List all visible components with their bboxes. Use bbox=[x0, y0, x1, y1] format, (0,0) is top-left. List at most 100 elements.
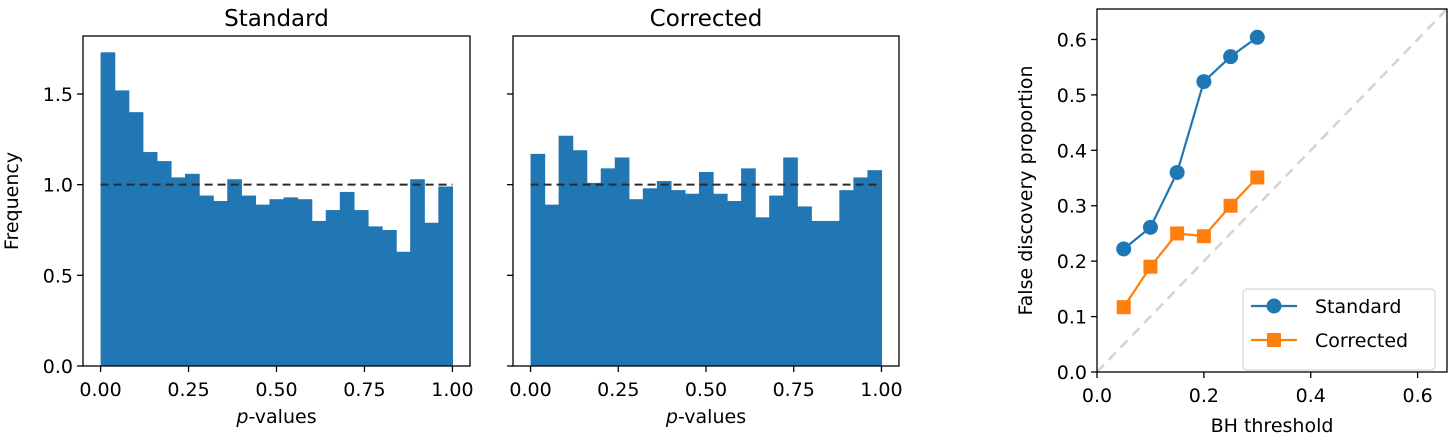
histogram-bar bbox=[114, 90, 130, 367]
histogram-bar bbox=[558, 135, 574, 366]
x-tick-label: 0.2 bbox=[1189, 385, 1219, 407]
histogram-bar bbox=[769, 195, 784, 366]
histogram-bar bbox=[698, 171, 714, 366]
x-tick-label: 0.6 bbox=[1403, 385, 1433, 407]
y-tick-label: 0.5 bbox=[1057, 85, 1087, 107]
histogram-bar bbox=[670, 190, 686, 366]
x-tick-label: 0.75 bbox=[343, 379, 385, 401]
square-marker bbox=[1250, 170, 1265, 185]
x-axis-label-italic: p bbox=[235, 406, 248, 428]
y-tick-label: 0.3 bbox=[1057, 196, 1087, 218]
histogram-bar bbox=[741, 168, 756, 366]
histogram-bar bbox=[755, 217, 770, 366]
histogram-bar bbox=[382, 230, 397, 366]
histogram-bar bbox=[269, 199, 285, 366]
fdp-line-chart: 0.0 0.2 0.4 0.6 0.0 0.1 0.2 0.3 0.4 0.5 0.6 BH thre… bbox=[1015, 8, 1448, 437]
x-tick-label: 0.00 bbox=[509, 379, 551, 401]
histogram-bar bbox=[410, 179, 425, 366]
legend: Standard Corrected bbox=[1242, 288, 1436, 371]
y-axis-label: False discovery proportion bbox=[1015, 65, 1037, 315]
square-marker bbox=[1170, 226, 1185, 241]
chart-title: Corrected bbox=[650, 6, 763, 32]
histogram-bar bbox=[783, 157, 798, 366]
histogram-bar bbox=[297, 199, 313, 366]
legend-square-marker-icon bbox=[1267, 333, 1281, 347]
x-tick-label: 0.50 bbox=[255, 379, 297, 401]
histogram-bar bbox=[170, 177, 186, 366]
histogram-bar bbox=[142, 152, 158, 366]
y-tick-label: 0.1 bbox=[1057, 307, 1087, 329]
histogram-bar bbox=[156, 161, 172, 366]
series-line-standard bbox=[1123, 36, 1258, 250]
y-tick-label: 0.5 bbox=[43, 265, 73, 287]
histogram-bar bbox=[600, 168, 616, 366]
circle-marker bbox=[1196, 74, 1212, 90]
x-tick-label: 0.0 bbox=[1082, 385, 1112, 407]
histogram-bar bbox=[213, 201, 228, 366]
histogram-bar bbox=[713, 193, 728, 366]
x-axis-label-rest: -values bbox=[678, 406, 746, 428]
x-axis-label: BH threshold bbox=[1211, 415, 1334, 437]
axes-frame bbox=[512, 35, 900, 367]
histogram-bar bbox=[424, 222, 439, 366]
square-marker bbox=[1143, 259, 1158, 274]
x-tick-label: 1.00 bbox=[860, 379, 902, 401]
histogram-corrected: 0.00 0.25 0.50 0.75 1.00 Corrected p-values bbox=[507, 6, 903, 428]
histogram-bar bbox=[530, 153, 546, 366]
x-tick-label: 0.4 bbox=[1296, 385, 1326, 407]
histogram-bar bbox=[185, 173, 200, 366]
histogram-bar bbox=[311, 220, 327, 366]
histogram-bar bbox=[241, 195, 256, 366]
x-tick-label: 0.00 bbox=[79, 379, 121, 401]
x-axis-label: p-values bbox=[665, 406, 746, 428]
histogram-bar bbox=[367, 226, 383, 366]
square-marker bbox=[1116, 300, 1131, 315]
histogram-bar bbox=[727, 201, 742, 366]
histogram-bar bbox=[438, 186, 454, 366]
circle-marker bbox=[1142, 219, 1158, 235]
circle-marker bbox=[1116, 241, 1132, 257]
histogram-bar bbox=[353, 210, 369, 366]
histogram-bar bbox=[797, 206, 812, 366]
y-tick-label: 0.0 bbox=[1057, 362, 1087, 384]
histogram-bar bbox=[572, 150, 588, 366]
histogram-bar bbox=[839, 190, 854, 366]
histogram-bar bbox=[614, 157, 630, 366]
histogram-bar bbox=[853, 177, 869, 366]
circle-marker bbox=[1169, 164, 1185, 180]
x-tick-label: 1.00 bbox=[431, 379, 473, 401]
series-line-corrected bbox=[1122, 176, 1259, 308]
x-axis-label: p-values bbox=[235, 406, 316, 428]
histogram-bar bbox=[544, 204, 560, 366]
x-tick-label: 0.50 bbox=[685, 379, 727, 401]
axes-frame bbox=[82, 35, 471, 367]
histogram-bar bbox=[255, 204, 271, 366]
x-tick-label: 0.25 bbox=[167, 379, 209, 401]
histogram-bar bbox=[227, 179, 242, 366]
x-tick-label: 0.75 bbox=[773, 379, 815, 401]
y-tick-label: 1.0 bbox=[43, 175, 73, 197]
square-marker bbox=[1196, 229, 1211, 244]
histogram-bar bbox=[642, 188, 658, 366]
histogram-bar bbox=[586, 182, 602, 366]
histogram-bar bbox=[100, 52, 116, 367]
y-tick-label: 1.5 bbox=[43, 84, 73, 106]
histogram-bar bbox=[811, 220, 826, 366]
chart-title: Standard bbox=[224, 6, 329, 32]
circle-marker bbox=[1249, 29, 1265, 45]
legend-circle-marker-icon bbox=[1266, 298, 1282, 314]
y-tick-label: 0.2 bbox=[1057, 251, 1087, 273]
histogram-bar bbox=[867, 170, 883, 366]
square-marker bbox=[1223, 198, 1238, 213]
histogram-bar bbox=[283, 197, 299, 366]
x-axis-label-rest: -values bbox=[248, 406, 316, 428]
histogram-bar bbox=[628, 199, 644, 366]
y-axis-label: Frequency bbox=[1, 152, 23, 250]
legend-label: Corrected bbox=[1315, 330, 1408, 352]
x-axis-label-italic: p bbox=[665, 406, 678, 428]
histogram-bar bbox=[325, 210, 341, 366]
legend-box bbox=[1242, 288, 1436, 371]
histogram-standard: 0.00 0.25 0.50 0.75 1.00 0.0 0.5 1.0 1.5 Standard… bbox=[1, 6, 474, 428]
